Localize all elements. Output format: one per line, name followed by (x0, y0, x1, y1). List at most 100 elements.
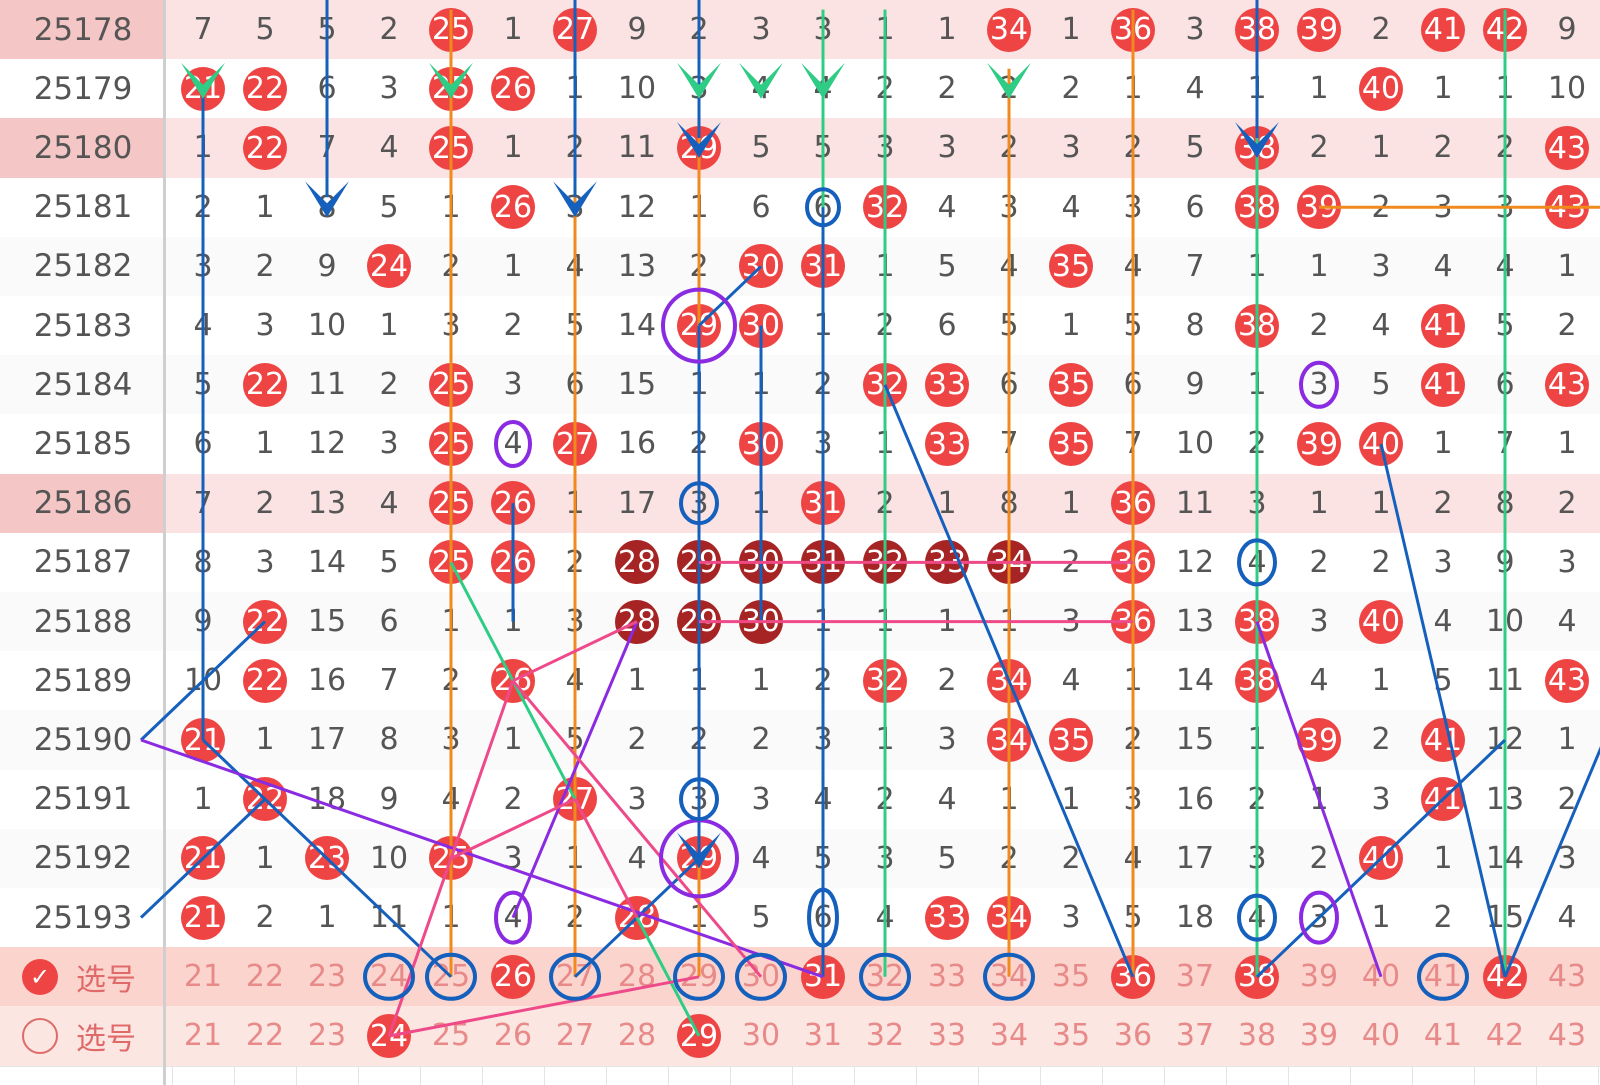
select-number[interactable]: 43 (1547, 959, 1587, 995)
miss-count: 2 (1433, 130, 1453, 166)
select-number[interactable]: 40 (1361, 959, 1401, 995)
select-number[interactable]: 39 (1299, 959, 1339, 995)
miss-count: 1 (627, 663, 647, 699)
miss-count: 1 (875, 604, 895, 640)
ball: 26 (491, 540, 535, 585)
select-number[interactable]: 22 (245, 959, 285, 995)
select-number[interactable]: 27 (555, 1018, 595, 1054)
select-number[interactable]: 24 (369, 959, 409, 995)
miss-count: 3 (813, 12, 833, 48)
select-number[interactable]: 21 (183, 959, 223, 995)
select-number[interactable]: 30 (741, 959, 781, 995)
miss-count: 3 (1433, 189, 1453, 225)
select-number[interactable]: 30 (741, 1018, 781, 1054)
select-number[interactable]: 33 (927, 1018, 967, 1054)
select-number[interactable]: 41 (1423, 959, 1463, 995)
select-number[interactable]: 27 (555, 959, 595, 995)
miss-count: 13 (1175, 604, 1215, 640)
miss-count: 1 (1123, 71, 1143, 107)
miss-count: 14 (307, 544, 347, 580)
miss-count: 12 (617, 189, 657, 225)
select-number[interactable]: 43 (1547, 1018, 1587, 1054)
select-number[interactable]: 42 (1485, 1018, 1525, 1054)
ball: 33 (925, 540, 969, 585)
select-number[interactable]: 36 (1113, 1018, 1153, 1054)
ball: 40 (1359, 66, 1403, 111)
select-number-row[interactable]: 选号 (0, 1006, 166, 1065)
ball: 40 (1359, 599, 1403, 644)
ball: 21 (181, 895, 225, 940)
miss-count: 1 (1247, 71, 1267, 107)
select-number[interactable]: 21 (183, 1018, 223, 1054)
select-number[interactable]: 22 (245, 1018, 285, 1054)
miss-count: 14 (1485, 840, 1525, 876)
select-number[interactable]: 35 (1051, 1018, 1091, 1054)
select-number[interactable]: 34 (989, 959, 1029, 995)
select-number[interactable]: 39 (1299, 1018, 1339, 1054)
miss-count: 4 (627, 840, 647, 876)
issue-number: 25178 (0, 0, 166, 60)
select-number[interactable]: 26 (493, 1018, 533, 1054)
miss-count: 1 (255, 840, 275, 876)
miss-count: 1 (255, 722, 275, 758)
select-number[interactable]: 29 (679, 959, 719, 995)
select-number[interactable]: 40 (1361, 1018, 1401, 1054)
issue-number: 25184 (33, 366, 133, 403)
select-number[interactable]: 28 (617, 959, 657, 995)
miss-count: 3 (441, 722, 461, 758)
select-number[interactable]: 33 (927, 959, 967, 995)
select-number[interactable]: 28 (617, 1018, 657, 1054)
select-number[interactable]: 41 (1423, 1018, 1463, 1054)
miss-count: 4 (937, 781, 957, 817)
miss-count: 8 (1185, 308, 1205, 344)
miss-count: 4 (875, 900, 895, 936)
miss-count: 2 (875, 781, 895, 817)
miss-count: 3 (1123, 189, 1143, 225)
ball: 34 (987, 658, 1031, 703)
miss-count: 11 (617, 130, 657, 166)
ball: 43 (1545, 126, 1589, 170)
select-number[interactable]: 32 (865, 959, 905, 995)
select-number[interactable]: 35 (1051, 959, 1091, 995)
unchecked-icon[interactable] (22, 1017, 58, 1054)
select-number[interactable]: 34 (989, 1018, 1029, 1054)
ball: 38 (1235, 126, 1279, 170)
select-number[interactable]: 37 (1175, 959, 1215, 995)
miss-count: 2 (1371, 544, 1391, 580)
select-number[interactable]: 23 (307, 1018, 347, 1054)
miss-count: 1 (503, 604, 523, 640)
miss-count: 3 (255, 544, 275, 580)
select-number[interactable]: 25 (431, 1018, 471, 1054)
select-number-row[interactable]: ✓ 选号 (0, 947, 166, 1006)
select-number[interactable]: 25 (431, 959, 471, 995)
miss-count: 5 (1123, 900, 1143, 936)
select-number[interactable]: 37 (1175, 1018, 1215, 1054)
select-number[interactable]: 31 (803, 1018, 843, 1054)
miss-count: 7 (317, 130, 337, 166)
miss-count: 2 (1371, 12, 1391, 48)
select-number[interactable]: 38 (1237, 1018, 1277, 1054)
miss-count: 4 (999, 248, 1019, 284)
ball: 30 (739, 599, 783, 644)
miss-count: 3 (1309, 367, 1329, 403)
select-number[interactable]: 32 (865, 1018, 905, 1054)
miss-count: 4 (1123, 248, 1143, 284)
select-number[interactable]: 23 (307, 959, 347, 995)
miss-count: 1 (379, 308, 399, 344)
ball: 38 (1235, 658, 1279, 703)
miss-count: 1 (689, 900, 709, 936)
miss-count: 1 (503, 130, 523, 166)
miss-count: 17 (1175, 840, 1215, 876)
miss-count: 13 (617, 248, 657, 284)
ball: 26 (491, 481, 535, 526)
miss-count: 7 (1185, 248, 1205, 284)
miss-count: 1 (1371, 900, 1391, 936)
checked-icon[interactable]: ✓ (22, 958, 58, 995)
select-label: 选号 (76, 1021, 136, 1057)
miss-count: 4 (751, 71, 771, 107)
miss-count: 2 (689, 248, 709, 284)
miss-count: 5 (565, 722, 585, 758)
ball: 22 (243, 66, 287, 111)
ball: 38 (1235, 7, 1279, 52)
miss-count: 1 (1247, 367, 1267, 403)
